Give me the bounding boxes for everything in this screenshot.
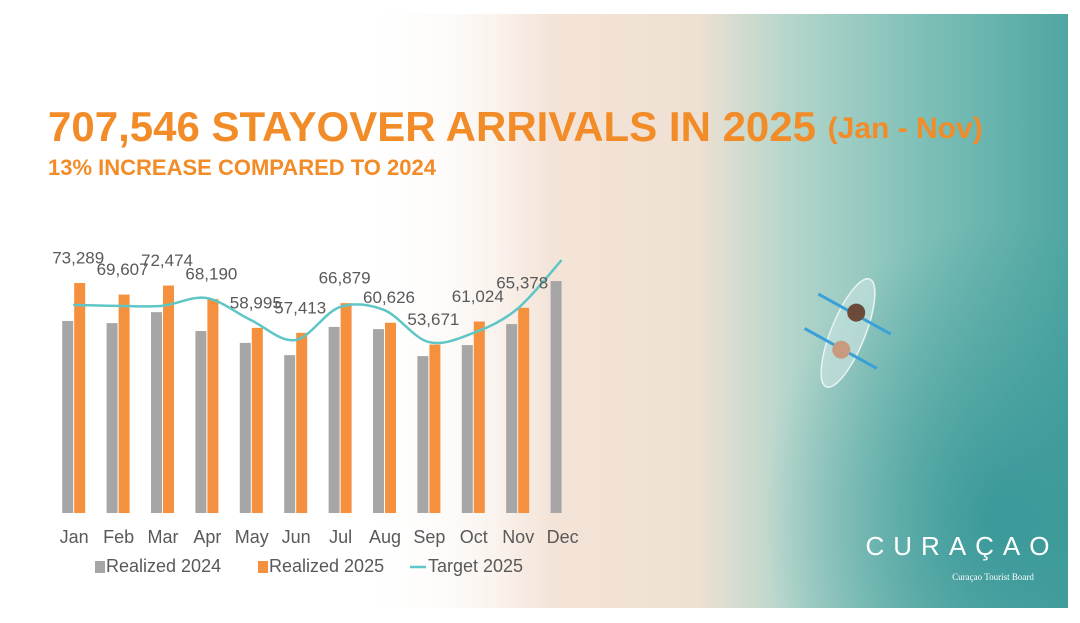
x-tick-label: Jul (329, 527, 352, 547)
x-tick-label: Nov (502, 527, 534, 547)
legend-swatch (95, 561, 105, 573)
data-label: 61,024 (452, 287, 504, 306)
bar (296, 332, 308, 513)
bar (62, 320, 74, 513)
x-tick-label: Dec (547, 527, 579, 547)
bar (251, 327, 263, 513)
x-tick-label: Apr (193, 527, 221, 547)
bar (328, 326, 340, 513)
target-line (73, 259, 563, 345)
bar (74, 283, 86, 513)
bar (239, 342, 251, 513)
bar (385, 322, 396, 513)
data-label: 68,190 (185, 264, 237, 283)
bar (118, 294, 130, 513)
bar (550, 281, 562, 513)
bar (473, 321, 485, 513)
bar (340, 303, 352, 513)
bar (518, 307, 530, 513)
bar (461, 345, 473, 513)
bar (195, 330, 207, 513)
bar (207, 299, 219, 513)
bar (163, 285, 174, 513)
logo-tagline: Curaçao Tourist Board (952, 572, 1034, 582)
data-label: 65,378 (496, 273, 548, 292)
x-tick-label: Jan (60, 527, 89, 547)
x-tick-label: Oct (460, 527, 488, 547)
x-tick-label: Feb (103, 527, 134, 547)
data-label: 60,626 (363, 288, 415, 307)
data-label: 58,995 (230, 293, 282, 312)
data-label: 66,879 (319, 269, 371, 288)
bar (417, 356, 429, 513)
data-label: 72,474 (141, 251, 193, 270)
x-tick-label: Sep (413, 527, 445, 547)
chart-title: 707,546 STAYOVER ARRIVALS IN 2025 (Jan -… (48, 103, 983, 150)
data-label: 53,671 (407, 310, 459, 329)
data-label: 69,607 (97, 260, 149, 279)
data-label: 57,413 (274, 298, 326, 317)
x-tick-label: Aug (369, 527, 401, 547)
x-tick-label: Mar (148, 527, 179, 547)
x-tick-label: Jun (282, 527, 311, 547)
bar (373, 329, 384, 513)
legend-label: Realized 2025 (269, 556, 384, 576)
background-photo (330, 14, 1068, 608)
bar (151, 312, 162, 513)
chart-subtitle: 13% INCREASE COMPARED TO 2024 (48, 155, 437, 180)
data-label: 73,289 (52, 248, 104, 267)
bar (506, 324, 518, 513)
bar (106, 323, 118, 513)
logo-name: CURAÇAO (865, 531, 1058, 561)
kayak (803, 278, 892, 388)
bar (284, 355, 296, 513)
x-tick-label: May (235, 527, 269, 547)
bar (429, 344, 441, 513)
legend-label: Realized 2024 (106, 556, 221, 576)
legend-swatch (258, 561, 268, 573)
legend-label: Target 2025 (428, 556, 523, 576)
